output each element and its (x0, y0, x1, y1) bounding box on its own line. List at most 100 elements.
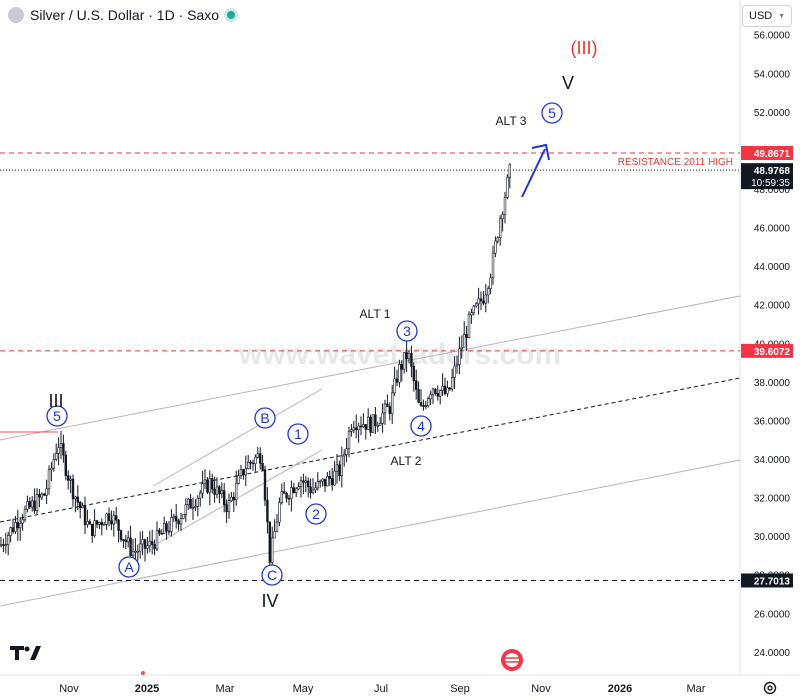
candle[interactable] (362, 413, 365, 428)
candle[interactable] (400, 360, 403, 382)
candle[interactable] (139, 531, 142, 559)
candle[interactable] (40, 492, 44, 501)
candle[interactable] (424, 400, 427, 410)
candle[interactable] (172, 513, 175, 522)
candle[interactable] (232, 492, 235, 513)
candle[interactable] (83, 496, 87, 534)
candle[interactable] (9, 526, 12, 543)
candle[interactable] (395, 369, 399, 387)
candle[interactable] (263, 465, 267, 506)
candle[interactable] (16, 509, 19, 541)
candle[interactable] (323, 478, 327, 492)
candle[interactable] (158, 527, 161, 536)
candle[interactable] (115, 506, 118, 524)
candle[interactable] (311, 478, 315, 495)
candle[interactable] (124, 534, 128, 550)
candle[interactable] (352, 420, 355, 434)
candle[interactable] (98, 521, 101, 530)
candle[interactable] (189, 493, 192, 509)
candle[interactable] (208, 470, 211, 506)
candle[interactable] (498, 215, 502, 246)
candle[interactable] (280, 483, 283, 505)
candle[interactable] (462, 321, 466, 348)
candle[interactable] (251, 459, 255, 471)
candle[interactable] (249, 460, 252, 470)
candle[interactable] (338, 460, 341, 481)
candle[interactable] (170, 509, 173, 537)
horizontal-levels[interactable] (0, 152, 740, 581)
candle[interactable] (103, 522, 106, 526)
candle[interactable] (350, 423, 353, 437)
candle[interactable] (316, 472, 319, 491)
candle[interactable] (191, 497, 195, 520)
candle[interactable] (398, 359, 401, 388)
candle[interactable] (472, 304, 475, 316)
candle[interactable] (419, 389, 423, 408)
candle[interactable] (342, 449, 346, 467)
candle[interactable] (105, 512, 108, 530)
candle[interactable] (148, 530, 151, 553)
candle[interactable] (290, 480, 293, 512)
candle[interactable] (30, 496, 34, 512)
candle[interactable] (151, 529, 154, 555)
candle[interactable] (220, 482, 223, 499)
currency-selector[interactable]: USD ▼ (742, 5, 792, 27)
candle[interactable] (18, 517, 22, 541)
candle[interactable] (167, 521, 171, 536)
candle[interactable] (292, 482, 295, 494)
candle[interactable] (306, 477, 310, 498)
candle[interactable] (184, 498, 187, 522)
candle[interactable] (494, 236, 497, 258)
candle[interactable] (347, 426, 351, 458)
candle[interactable] (201, 470, 204, 499)
candle[interactable] (206, 477, 209, 495)
candle[interactable] (107, 507, 111, 527)
candle[interactable] (86, 509, 89, 528)
candle[interactable] (47, 465, 51, 495)
candle[interactable] (364, 424, 367, 440)
candle[interactable] (100, 518, 104, 536)
candle[interactable] (81, 502, 84, 509)
candle[interactable] (194, 499, 197, 512)
candle[interactable] (390, 385, 394, 424)
candle[interactable] (278, 497, 281, 527)
candle[interactable] (357, 422, 360, 443)
candle[interactable] (33, 488, 36, 514)
candle[interactable] (354, 414, 358, 439)
candle[interactable] (417, 381, 420, 404)
candle[interactable] (244, 455, 247, 486)
candle[interactable] (436, 385, 439, 401)
candle[interactable] (314, 482, 317, 493)
candle[interactable] (304, 476, 307, 493)
candle[interactable] (383, 399, 387, 425)
candle[interactable] (503, 191, 507, 224)
candle[interactable] (64, 450, 68, 481)
candle[interactable] (506, 174, 509, 200)
candle[interactable] (438, 389, 442, 405)
dividend-marker[interactable] (141, 671, 145, 675)
candle[interactable] (486, 285, 490, 304)
candle[interactable] (23, 505, 27, 523)
candle[interactable] (50, 462, 53, 482)
candle[interactable] (333, 460, 336, 487)
candle[interactable] (4, 532, 8, 554)
candle[interactable] (410, 345, 413, 378)
candle[interactable] (258, 447, 262, 470)
candle[interactable] (112, 510, 116, 537)
candle[interactable] (45, 479, 48, 505)
candle[interactable] (465, 325, 468, 351)
candle[interactable] (11, 518, 15, 534)
candle[interactable] (38, 489, 41, 508)
candle[interactable] (177, 518, 180, 531)
candle[interactable] (247, 454, 250, 470)
candle[interactable] (26, 495, 29, 513)
candle[interactable] (374, 407, 377, 434)
candle[interactable] (59, 430, 63, 460)
candlestick-series[interactable] (0, 163, 511, 574)
upper-channel-line[interactable] (0, 295, 741, 441)
candle[interactable] (54, 443, 58, 462)
candle[interactable] (321, 478, 324, 487)
candle[interactable] (482, 291, 485, 306)
candle[interactable] (203, 469, 207, 490)
